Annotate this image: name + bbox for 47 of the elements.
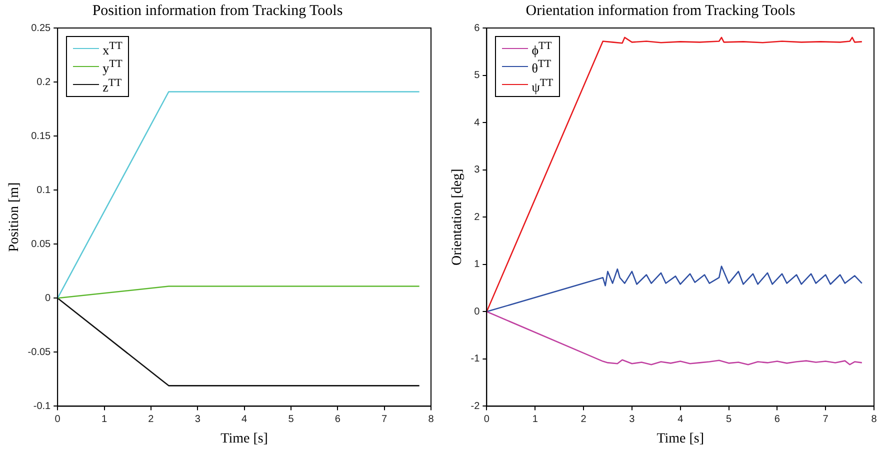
x-tick-label: 1 — [532, 414, 538, 425]
x-axis-title: Time [s] — [656, 431, 704, 446]
legend-label: ϕ$^{TT}$ — [532, 39, 552, 58]
x-tick-label: 4 — [678, 414, 684, 425]
y-tick-label: 0.1 — [36, 184, 52, 196]
y-tick-label: -0.1 — [33, 400, 52, 412]
y-tick-label: 0 — [474, 306, 480, 318]
legend-label: ψ$^{TT}$ — [532, 76, 554, 94]
legend-label: x$^{TT}$ — [102, 39, 122, 58]
y-tick-label: 2 — [474, 212, 480, 223]
x-tick-label: 1 — [101, 414, 108, 425]
y-tick-label: 0.25 — [31, 22, 52, 34]
y-tick-label: -1 — [470, 354, 480, 365]
chart-title: Position information from Tracking Tools — [92, 2, 343, 19]
y-tick-label: 5 — [474, 70, 480, 82]
y-tick-label: 0.2 — [36, 76, 52, 88]
x-tick-label: 8 — [428, 414, 434, 425]
x-tick-label: 5 — [288, 414, 294, 425]
x-tick-label: 3 — [629, 414, 636, 425]
x-tick-label: 0 — [484, 414, 490, 425]
chart-title: Orientation information from Tracking Tools — [526, 2, 796, 19]
legend-label: z$^{TT}$ — [102, 76, 122, 94]
x-tick-label: 6 — [334, 414, 341, 425]
x-tick-label: 5 — [726, 414, 732, 425]
x-tick-label: 0 — [54, 414, 61, 425]
y-tick-label: 0.05 — [31, 238, 52, 250]
y-axis-title: Orientation [deg] — [450, 168, 466, 266]
x-tick-label: 7 — [382, 414, 388, 425]
y-tick-label: 1 — [474, 259, 480, 270]
y-tick-label: -2 — [470, 400, 480, 412]
legend-label: θ$^{TT}$ — [532, 58, 552, 76]
y-axis-title: Position [m] — [7, 182, 22, 252]
x-tick-label: 2 — [580, 414, 587, 425]
x-tick-label: 3 — [194, 414, 201, 425]
y-tick-label: 0.15 — [31, 130, 52, 142]
x-tick-label: 8 — [871, 414, 878, 425]
y-tick-label: 0 — [45, 292, 52, 304]
legend-label: y$^{TT}$ — [102, 57, 122, 76]
x-tick-label: 7 — [822, 414, 829, 425]
y-tick-label: 3 — [474, 164, 480, 176]
x-tick-label: 2 — [148, 414, 154, 425]
y-tick-label: 6 — [474, 22, 480, 34]
x-axis-title: Time [s] — [220, 431, 268, 446]
y-tick-label: 4 — [474, 117, 480, 128]
y-tick-label: -0.05 — [28, 346, 52, 358]
x-tick-label: 4 — [242, 414, 248, 425]
x-tick-label: 6 — [774, 414, 780, 425]
